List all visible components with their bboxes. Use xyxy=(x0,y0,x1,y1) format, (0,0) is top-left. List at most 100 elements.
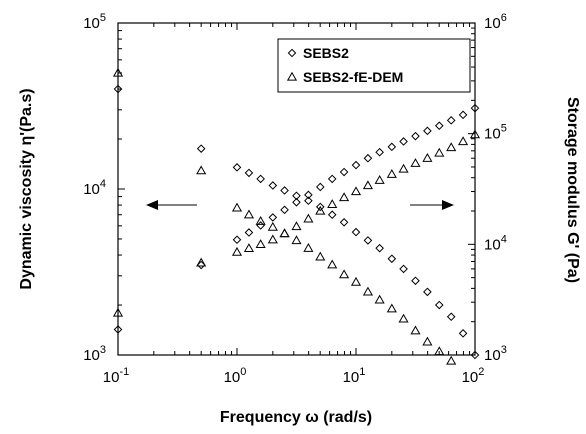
legend-box xyxy=(277,38,471,93)
y-left-tick-labels: 103 104 105 xyxy=(83,12,106,364)
sebs2-right-point xyxy=(411,131,420,141)
sebs2-left-point xyxy=(113,84,123,94)
legend-markers xyxy=(286,48,298,81)
sebs2-left-point xyxy=(196,144,206,153)
sebs2-right-point xyxy=(458,110,468,120)
sebs2-left-point xyxy=(434,300,444,310)
sebs2-fe-dem-right-point xyxy=(255,239,266,248)
sebs2-right-point xyxy=(304,190,313,200)
y-right-tick-labels: 103 104 105 106 xyxy=(484,12,507,364)
sebs2-fe-dem-right-point xyxy=(398,163,409,173)
sebs2-left-point xyxy=(268,181,278,190)
sebs2-right-point xyxy=(244,228,254,237)
sebs2-fe-dem-left-point xyxy=(446,355,457,365)
x-tick-label: 10-1 xyxy=(103,366,129,386)
legend-marker-triangle xyxy=(286,71,298,81)
sebs2-fe-dem-left-point xyxy=(327,259,338,269)
sebs2-fe-dem-left-point xyxy=(291,235,302,245)
sebs2-fe-dem-left-point xyxy=(398,313,409,323)
sebs2-fe-dem-left-point xyxy=(350,276,362,286)
sebs2-left-point xyxy=(232,163,242,172)
sebs2-fe-dem-right-point xyxy=(267,234,278,244)
sebs2-fe-dem-left-point xyxy=(303,242,314,252)
sebs2-fe-dem-right-point xyxy=(350,186,362,196)
sebs2-fe-dem-right-point xyxy=(410,158,421,167)
sebs2-fe-dem-left-point xyxy=(434,346,445,356)
sebs2-fe-dem-left-point xyxy=(422,336,433,346)
sebs2-fe-dem-left-point xyxy=(243,209,255,219)
sebs2-fe-dem-left-point xyxy=(255,215,266,225)
sebs2-left-point xyxy=(363,236,373,245)
x-axis-title: Frequency ω (rad/s) xyxy=(220,409,372,426)
sebs2-fe-dem-right-point xyxy=(243,243,255,252)
sebs2-fe-dem-right-point xyxy=(422,153,433,162)
y-left-tick-label: 104 xyxy=(83,178,106,198)
right-arrow-head xyxy=(442,200,454,210)
sebs2-fe-dem-right-point xyxy=(339,192,350,202)
sebs2-right-point xyxy=(315,182,325,192)
y-right-tick-label: 105 xyxy=(484,123,507,143)
sebs2-left-point xyxy=(387,254,397,264)
sebs2-fe-dem-left-point xyxy=(315,251,326,261)
sebs2-right-point xyxy=(327,174,337,184)
sebs2-right-point xyxy=(434,121,444,131)
sebs2-fe-dem-left-point xyxy=(386,303,397,313)
tick-marks xyxy=(117,23,476,356)
sebs2-fe-dem-right-point xyxy=(112,307,124,317)
sebs2-left-point xyxy=(327,210,337,220)
sebs2-fe-dem-left-point xyxy=(339,269,350,279)
sebs2-right-point xyxy=(423,126,432,136)
sebs2-fe-dem-right-point xyxy=(291,221,302,231)
sebs2-left-point xyxy=(339,218,349,227)
sebs2-fe-dem-right-point xyxy=(327,199,338,208)
sebs2-fe-dem-right-point xyxy=(362,180,374,190)
sebs2-fe-dem-right-point xyxy=(458,136,469,146)
sebs2-left-point xyxy=(292,191,301,201)
x-tick-label: 102 xyxy=(462,366,485,386)
sebs2-left-point xyxy=(244,168,254,178)
sebs2-fe-dem-right-point xyxy=(386,169,397,178)
sebs2-fe-dem-right-point xyxy=(231,246,243,256)
sebs2-left-point xyxy=(315,202,325,212)
sebs2-left-point xyxy=(470,350,480,360)
y-left-tick-label: 105 xyxy=(83,12,106,32)
y-right-axis-title: Storage modulus G' (Pa) xyxy=(564,97,581,283)
sebs2-right-point xyxy=(375,147,384,157)
sebs2-fe-dem-left-point xyxy=(410,325,421,335)
sebs2-fe-dem-left-point xyxy=(267,221,278,231)
sebs2-fe-dem-right-point xyxy=(303,213,314,223)
y-right-tick-label: 104 xyxy=(484,233,507,253)
y-right-tick-label: 106 xyxy=(484,12,507,32)
sebs2-fe-dem-left-point xyxy=(112,67,124,77)
sebs2-right-point xyxy=(268,213,278,222)
sebs2-right-point xyxy=(470,103,480,113)
sebs2-fe-dem-left-point xyxy=(196,165,207,175)
x-tick-label: 100 xyxy=(224,366,247,386)
left-arrow-head xyxy=(146,200,158,210)
data-points xyxy=(112,67,481,365)
legend-marker-diamond xyxy=(287,48,297,58)
x-tick-label: 101 xyxy=(343,366,366,386)
sebs2-right-point xyxy=(280,205,289,215)
y-left-tick-label: 103 xyxy=(83,344,106,364)
sebs2-right-point xyxy=(387,142,397,152)
legend: SEBS2 SEBS2-fE-DEM xyxy=(277,38,471,93)
sebs2-right-point xyxy=(363,153,373,163)
y-left-axis-title: Dynamic viscosity η'(Pa.s) xyxy=(18,88,35,289)
legend-label-sebs2: SEBS2 xyxy=(303,45,349,61)
sebs2-fe-dem-right-point xyxy=(374,174,385,184)
sebs2-fe-dem-right-point xyxy=(196,257,207,267)
sebs2-right-point xyxy=(256,221,265,230)
sebs2-fe-dem-left-point xyxy=(374,294,385,304)
sebs2-left-point xyxy=(411,276,420,286)
sebs2-right-point xyxy=(339,167,349,177)
sebs2-left-point xyxy=(375,243,384,253)
sebs2-fe-dem-right-point xyxy=(446,142,457,152)
sebs2-right-point xyxy=(292,197,301,207)
sebs2-fe-dem-left-point xyxy=(231,202,243,212)
sebs2-fe-dem-right-point xyxy=(279,228,290,238)
sebs2-right-point xyxy=(351,160,361,170)
sebs2-fe-dem-right-point xyxy=(469,129,481,139)
sebs2-left-point xyxy=(304,196,313,206)
